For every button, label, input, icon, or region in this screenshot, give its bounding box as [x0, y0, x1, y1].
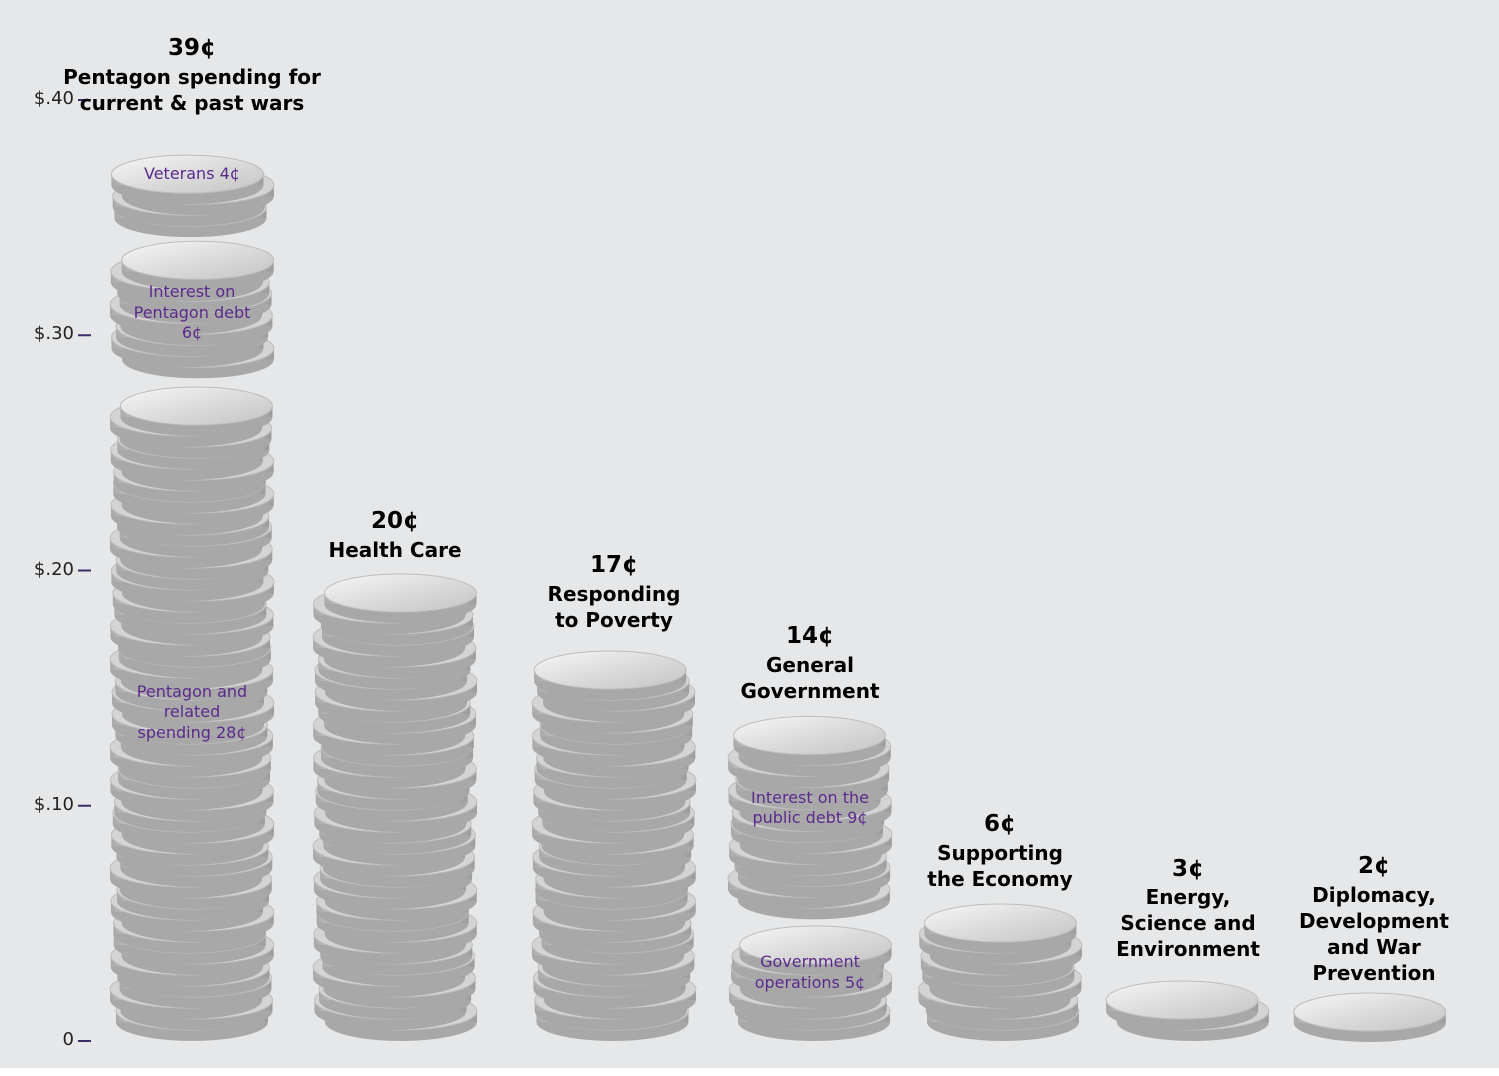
category-label: 17¢Responding to Poverty — [534, 551, 694, 633]
segment-label: Pentagon and related spending 28¢ — [127, 682, 257, 744]
category-name: Diplomacy, Development and War Preventio… — [1294, 882, 1454, 986]
total-value-label: 17¢ — [534, 551, 694, 581]
segment-value-label: 6¢ — [182, 323, 202, 342]
total-value-label: 6¢ — [920, 810, 1080, 840]
segment-value-label: 9¢ — [847, 808, 867, 827]
coin-face — [324, 574, 476, 612]
coin-stack — [313, 574, 477, 1041]
baseline-strip — [0, 1068, 1499, 1076]
segment-value-label: 5¢ — [845, 973, 865, 992]
category-name: General Government — [730, 652, 890, 704]
segment-name: Veterans — [144, 164, 215, 183]
category-name: Energy, Science and Environment — [1108, 884, 1268, 962]
coin-face — [1106, 981, 1258, 1019]
segment-value-label: 28¢ — [216, 723, 247, 742]
chart — [0, 0, 1499, 1076]
segment-label: Veterans 4¢ — [127, 164, 257, 185]
total-value-label: 39¢ — [52, 34, 332, 64]
category-name: Supporting the Economy — [920, 840, 1080, 892]
total-value-label: 20¢ — [315, 507, 475, 537]
total-value-label: 14¢ — [730, 622, 890, 652]
y-tick-label: $.20 — [4, 559, 74, 580]
segment-name: Interest on Pentagon debt — [134, 282, 251, 322]
page: 0$.10$.20$.30$.40Pentagon and related sp… — [0, 0, 1499, 1076]
category-label: 6¢Supporting the Economy — [920, 810, 1080, 892]
coin-stack — [532, 651, 696, 1041]
segment-label: Interest on Pentagon debt 6¢ — [127, 282, 257, 344]
segment-value-label: 4¢ — [220, 164, 240, 183]
y-tick-label: $.30 — [4, 323, 74, 344]
category-label: 39¢Pentagon spending for current & past … — [52, 34, 332, 116]
category-label: 20¢Health Care — [315, 507, 475, 563]
coin-stack — [1294, 993, 1446, 1042]
total-value-label: 3¢ — [1108, 855, 1268, 885]
y-tick-label: $.10 — [4, 794, 74, 815]
total-value-label: 2¢ — [1294, 852, 1454, 882]
category-name: Responding to Poverty — [534, 581, 694, 633]
category-label: 14¢General Government — [730, 622, 890, 704]
coin-face — [924, 904, 1076, 942]
coin-face — [534, 651, 686, 689]
segment-label: Government operations 5¢ — [745, 952, 875, 994]
coin-face — [734, 716, 886, 754]
coin-stack — [918, 904, 1081, 1041]
coin-face — [120, 387, 272, 425]
coin-face — [122, 241, 274, 279]
coin-face — [1294, 993, 1446, 1031]
y-tick-label: 0 — [4, 1029, 74, 1050]
category-name: Health Care — [315, 537, 475, 563]
coin-stack — [1106, 981, 1269, 1041]
category-label: 2¢Diplomacy, Development and War Prevent… — [1294, 852, 1454, 986]
category-label: 3¢Energy, Science and Environment — [1108, 855, 1268, 963]
segment-label: Interest on the public debt 9¢ — [745, 788, 875, 830]
category-name: Pentagon spending for current & past war… — [52, 64, 332, 116]
